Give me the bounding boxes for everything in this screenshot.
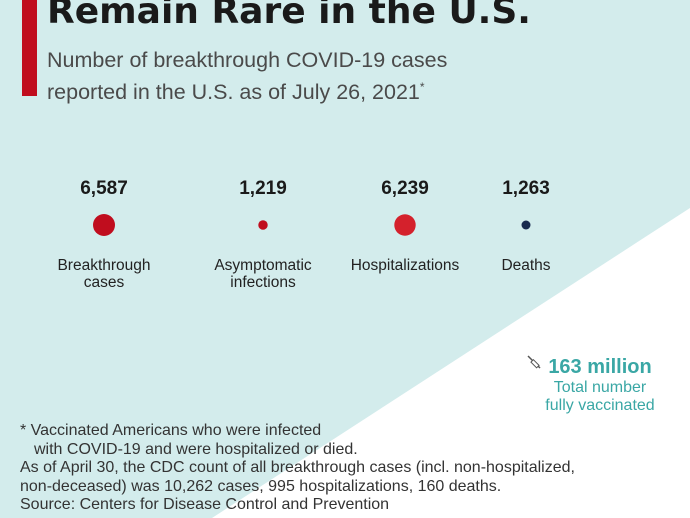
footnote: * Vaccinated Americans who were infected… xyxy=(20,422,680,515)
value-label-deaths: 1,263 xyxy=(502,178,550,199)
footnote-line-4: non-deceased) was 10,262 cases, 995 hosp… xyxy=(20,477,502,495)
category-label-asymptomatic-infections-line-1: Asymptomatic xyxy=(214,257,312,274)
bubble-asymptomatic-infections xyxy=(258,220,268,230)
footnote-line-1: * Vaccinated Americans who were infected xyxy=(20,422,322,439)
subtitle-line-1: Number of breakthrough COVID-19 cases xyxy=(47,48,448,72)
vaccinated-value: 163 million xyxy=(548,356,652,378)
footnote-line-3: As of April 30, the CDC count of all bre… xyxy=(20,459,575,476)
chart-subtitle: Number of breakthrough COVID-19 cases re… xyxy=(47,47,567,106)
vaccinated-area-shape xyxy=(212,208,690,518)
value-label-hospitalizations: 6,239 xyxy=(381,178,429,199)
bubble-hospitalizations xyxy=(394,214,416,236)
category-label-deaths-line-1: Deaths xyxy=(501,257,550,274)
bubble-deaths xyxy=(521,220,531,230)
vaccinated-label-line-1: Total number xyxy=(553,379,647,396)
subtitle-line-2: reported in the U.S. as of July 26, 2021… xyxy=(47,74,567,106)
source-note: Source: Centers for Disease Control and … xyxy=(20,496,390,513)
accent-bar xyxy=(22,0,37,96)
value-label-breakthrough-cases: 6,587 xyxy=(80,178,128,199)
category-label-asymptomatic-infections-line-2: infections xyxy=(230,274,296,291)
category-label-breakthrough-cases-line-2: cases xyxy=(84,274,125,291)
value-label-asymptomatic-infections: 1,219 xyxy=(239,178,287,199)
category-label-hospitalizations-line-1: Hospitalizations xyxy=(351,257,460,274)
subtitle-line-2-text: reported in the U.S. as of July 26, 2021 xyxy=(47,80,420,105)
vaccinated-label-line-2: fully vaccinated xyxy=(545,397,655,414)
syringe-icon xyxy=(527,355,541,369)
chart-title: Remain Rare in the U.S. xyxy=(47,0,531,32)
bubble-breakthrough-cases xyxy=(93,214,115,236)
category-label-breakthrough-cases-line-1: Breakthrough xyxy=(57,257,150,274)
footnote-line-2: with COVID-19 and were hospitalized or d… xyxy=(34,440,358,458)
subtitle-asterisk: * xyxy=(419,80,425,94)
vaccinated-annotation: 163 million Total number fully vaccinate… xyxy=(530,355,670,415)
